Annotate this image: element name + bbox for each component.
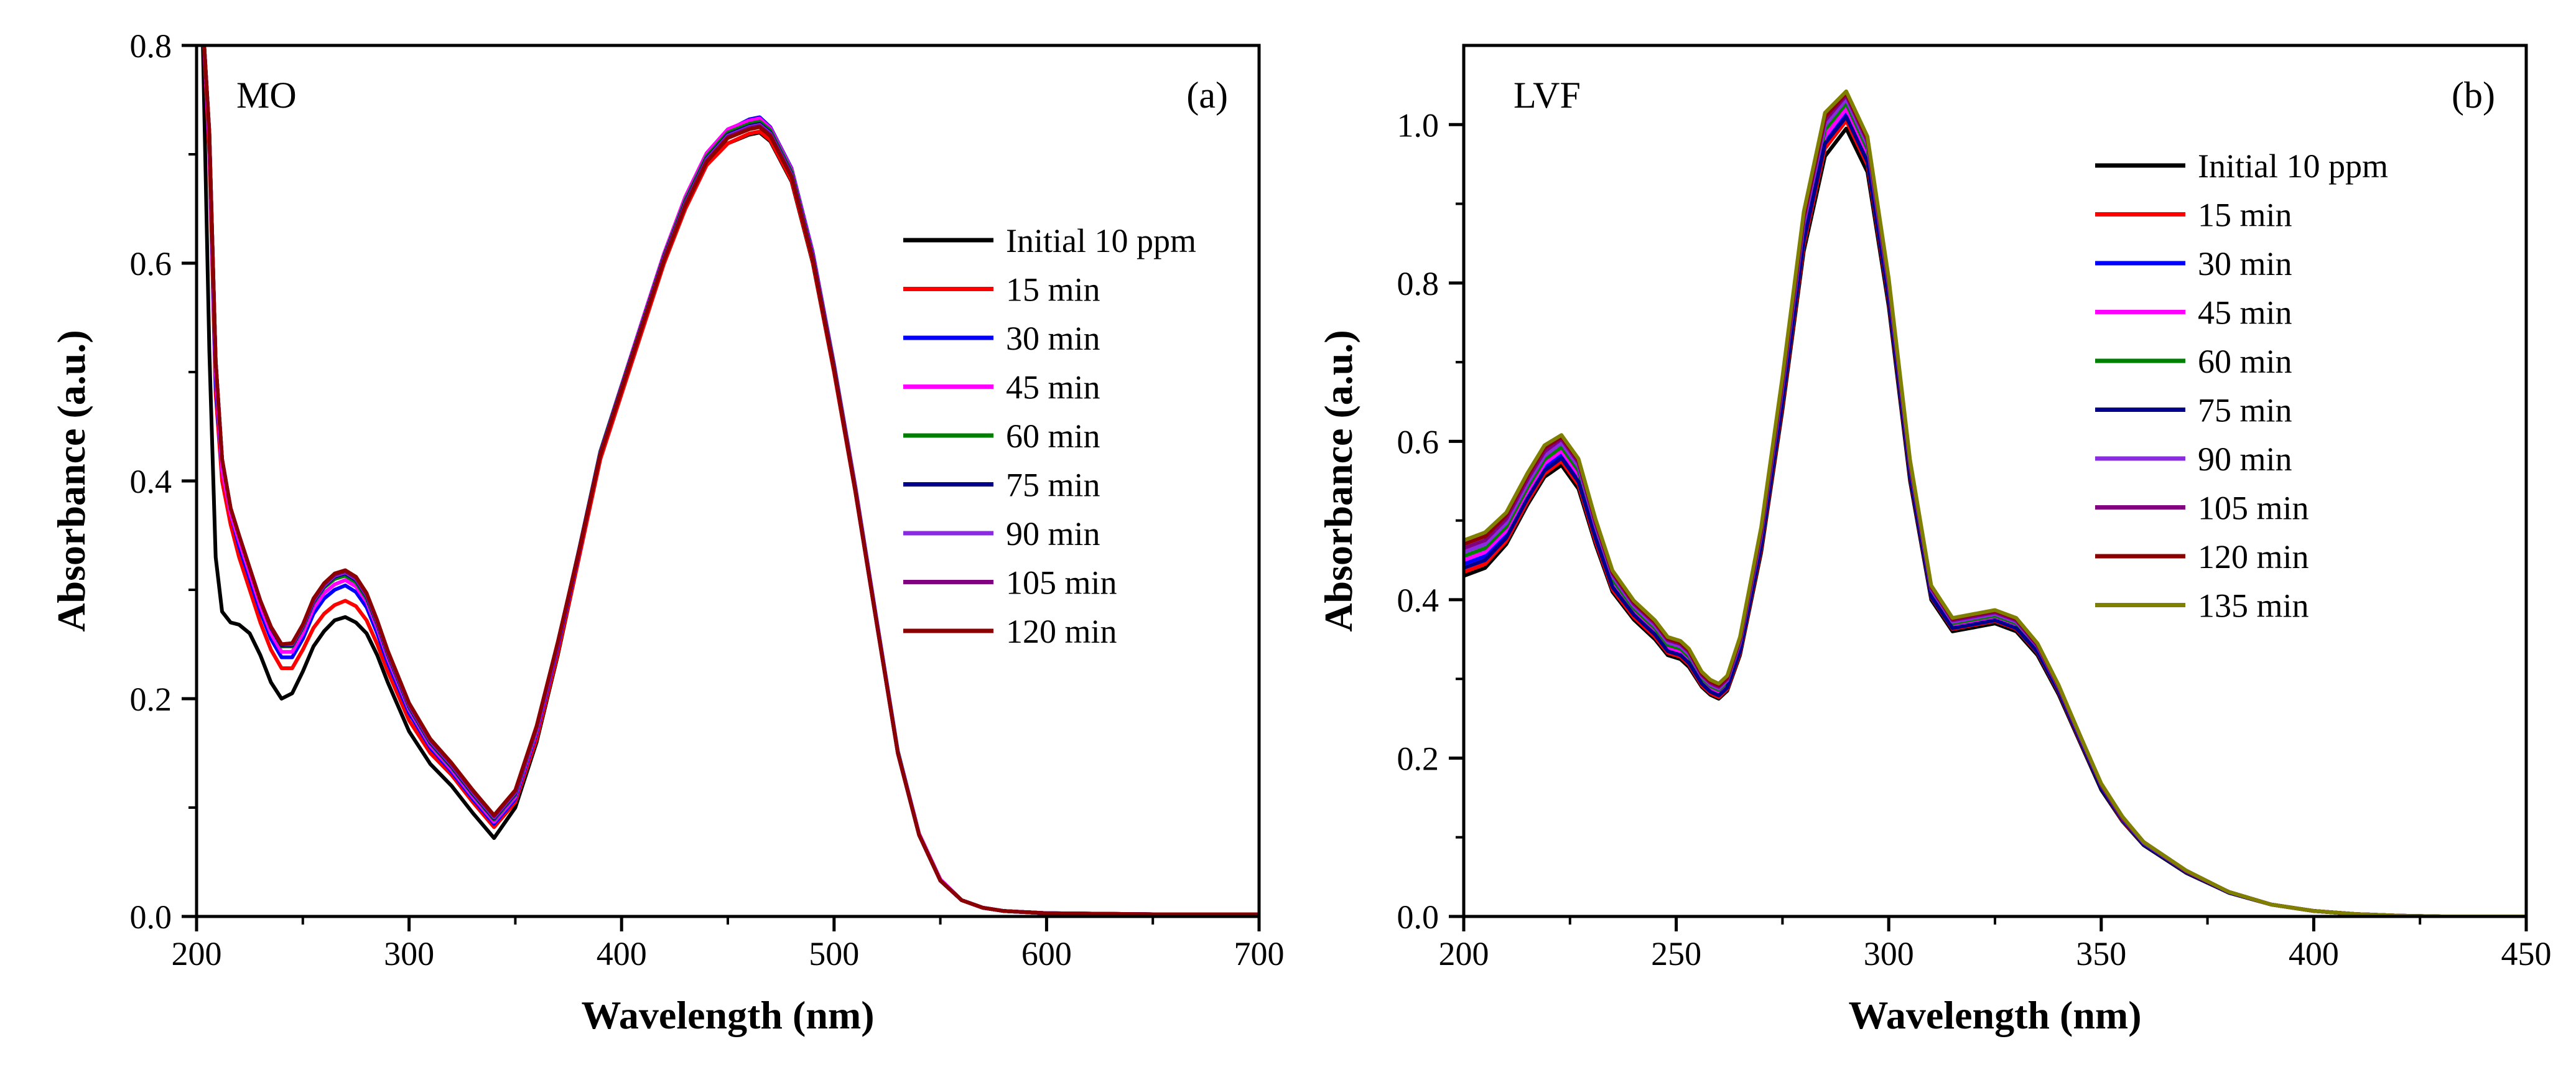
legend-label: 45 min bbox=[2198, 294, 2292, 332]
series-line-8 bbox=[202, 45, 1259, 916]
series-line-9 bbox=[1464, 89, 2526, 916]
legend-label: Initial 10 ppm bbox=[1006, 222, 1196, 259]
legend-label: 15 min bbox=[2198, 197, 2292, 234]
series-line-1 bbox=[1464, 118, 2526, 916]
y-tick-label: 0.4 bbox=[130, 463, 172, 500]
legend: Initial 10 ppm 15 min 30 min 45 min 60 min 75… bbox=[2095, 147, 2388, 625]
x-tick-label: 250 bbox=[1651, 935, 1701, 972]
axis-ticks: 200 300 400 500 600 700 0.0 0.2 0.4 0.6 0.8 bbox=[130, 27, 1285, 972]
legend-label: 90 min bbox=[2198, 440, 2292, 478]
y-tick-label: 0.0 bbox=[130, 898, 172, 936]
legend-label: 105 min bbox=[1006, 564, 1117, 602]
y-axis-title: Absorbance (a.u.) bbox=[49, 330, 93, 632]
legend-label: 105 min bbox=[2198, 490, 2309, 527]
series-group bbox=[201, 45, 1259, 916]
legend-label: 120 min bbox=[2198, 538, 2309, 576]
series-line-6 bbox=[1464, 97, 2526, 916]
x-tick-label: 200 bbox=[1439, 935, 1489, 972]
legend-label: 45 min bbox=[1006, 369, 1100, 406]
x-axis-title: Wavelength (nm) bbox=[1848, 993, 2141, 1037]
x-tick-label: 400 bbox=[597, 935, 647, 972]
x-tick-label: 200 bbox=[172, 935, 222, 972]
legend-label: 75 min bbox=[2198, 392, 2292, 429]
x-tick-label: 350 bbox=[2076, 935, 2126, 972]
legend-label: 75 min bbox=[1006, 467, 1100, 504]
legend: Initial 10 ppm 15 min 30 min 45 min 60 min 75… bbox=[903, 222, 1196, 650]
y-tick-label: 0.6 bbox=[130, 245, 172, 282]
legend-label: 30 min bbox=[1006, 320, 1100, 357]
x-axis-title: Wavelength (nm) bbox=[581, 993, 874, 1037]
panel-label: (b) bbox=[2452, 75, 2495, 116]
axis-ticks: 200 250 300 350 400 450 0.0 0.2 0.4 0.6 0.8 1.0 bbox=[1397, 106, 2552, 972]
y-tick-label: 0.0 bbox=[1397, 898, 1439, 936]
x-tick-label: 300 bbox=[384, 935, 434, 972]
y-tick-label: 0.8 bbox=[1397, 265, 1439, 302]
y-axis-title: Absorbance (a.u.) bbox=[1316, 330, 1360, 632]
legend-label: 15 min bbox=[1006, 271, 1100, 309]
legend-label: 135 min bbox=[2198, 587, 2309, 625]
series-line-0 bbox=[1464, 126, 2526, 916]
y-tick-label: 0.2 bbox=[1397, 740, 1439, 777]
series-line-3 bbox=[1464, 106, 2526, 916]
series-line-2 bbox=[1464, 111, 2526, 916]
y-tick-label: 0.6 bbox=[1397, 423, 1439, 460]
plot-frame bbox=[1462, 44, 2528, 918]
sample-label: LVF bbox=[1514, 75, 1581, 116]
series-line-5 bbox=[1464, 114, 2526, 916]
series-line-8 bbox=[1464, 91, 2526, 916]
legend-label: 60 min bbox=[2198, 343, 2292, 380]
sample-label: MO bbox=[236, 75, 297, 116]
x-tick-label: 400 bbox=[2289, 935, 2339, 972]
x-tick-label: 450 bbox=[2501, 935, 2552, 972]
x-tick-label: 500 bbox=[809, 935, 859, 972]
panel-label: (a) bbox=[1186, 75, 1228, 116]
plot-frame bbox=[195, 44, 1261, 918]
y-tick-label: 0.4 bbox=[1397, 582, 1439, 619]
series-line-7 bbox=[1464, 93, 2526, 916]
legend-label: 30 min bbox=[2198, 245, 2292, 282]
x-tick-label: 300 bbox=[1864, 935, 1914, 972]
x-tick-label: 700 bbox=[1234, 935, 1285, 972]
series-line-4 bbox=[1464, 101, 2526, 916]
y-tick-label: 1.0 bbox=[1397, 106, 1439, 144]
legend-label: 120 min bbox=[1006, 613, 1117, 650]
panel-b: 200 250 300 350 400 450 0.0 0.2 0.4 0.6 0.8 1.0 LVF… bbox=[1316, 44, 2552, 1037]
y-tick-label: 0.2 bbox=[130, 681, 172, 718]
x-tick-label: 600 bbox=[1021, 935, 1072, 972]
legend-label: 60 min bbox=[1006, 417, 1100, 455]
y-tick-label: 0.8 bbox=[130, 27, 172, 65]
legend-label: Initial 10 ppm bbox=[2198, 147, 2388, 185]
panel-a: 200 300 400 500 600 700 0.0 0.2 0.4 0.6 0.8 MO (a)… bbox=[49, 27, 1285, 1037]
legend-label: 90 min bbox=[1006, 515, 1100, 552]
series-group bbox=[1464, 89, 2526, 916]
